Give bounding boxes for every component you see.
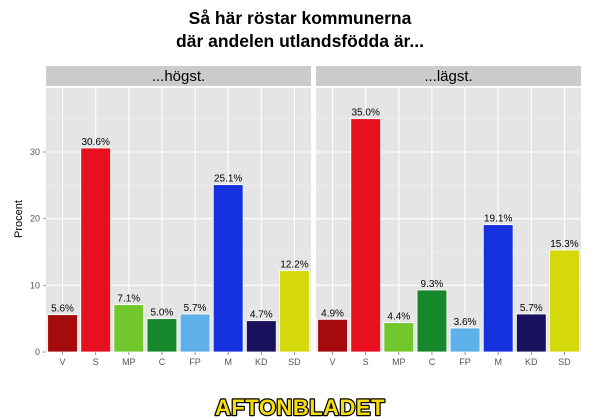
bar-v [317,318,348,353]
bar-value-label: 15.3% [550,239,578,250]
bar-value-label: 4.7% [250,310,273,321]
x-tick-label: SD [288,357,301,367]
y-tick-label: 30 [30,147,40,157]
bar-value-label: 35.0% [352,108,380,119]
bar-s [80,147,111,353]
bar-m [482,224,514,353]
bar-c [416,289,448,353]
x-tick-label: C [159,357,166,367]
x-tick-label: M [224,357,232,367]
panel-title: ...lägst. [424,68,472,85]
bar-fp [449,327,481,353]
y-tick-label: 20 [30,214,40,224]
bar-value-label: 12.2% [280,260,308,271]
panel-1: ...högst. 5.6% 30.6% 7.1% 5.0% 5.7% 25.1% 4.7% 1… [46,66,311,367]
panel-strip [46,66,311,86]
logo-text: AFTONBLADET [215,395,385,420]
x-tick-label: FP [189,357,201,367]
bar-value-label: 19.1% [484,214,512,225]
chart-title-line-2: där andelen utlandsfödda är... [176,31,424,51]
chart-title-line-1: Så här röstar kommunerna [189,8,412,28]
bar-v [47,314,78,353]
bar-value-label: 5.6% [51,304,74,315]
x-tick-label: FP [459,357,471,367]
bar-value-label: 4.9% [321,308,344,319]
x-tick-label: M [494,357,502,367]
bar-value-label: 9.3% [421,279,444,290]
bar-value-label: 7.1% [117,294,140,305]
y-tick-label: 10 [30,280,40,290]
x-tick-label: V [60,357,66,367]
bar-value-label: 25.1% [214,174,242,185]
bar-sd [549,249,580,353]
x-tick-label: S [363,357,369,367]
y-axis: 0 10 20 30 [30,147,46,357]
x-tick-label: KD [255,357,268,367]
bar-mp [113,304,145,353]
bar-value-label: 5.7% [184,303,207,314]
panel-title: ...högst. [152,68,205,85]
bar-value-label: 5.0% [151,308,174,319]
panel-2: ...lägst. 4.9% 35.0% 4.4% 9.3% 3.6% 19.1% 5.7% 1… [316,66,581,367]
x-tick-label: MP [392,357,406,367]
y-axis-label: Procent [13,200,25,238]
bar-s [350,118,381,353]
bar-fp [179,313,211,353]
x-tick-label: KD [525,357,538,367]
bar-sd [279,270,310,353]
bar-m [212,184,244,353]
y-tick-label: 0 [35,347,40,357]
bar-value-label: 30.6% [82,137,110,148]
bar-value-label: 5.7% [520,303,543,314]
x-tick-label: S [93,357,99,367]
bar-value-label: 4.4% [387,312,410,323]
x-tick-label: MP [122,357,136,367]
panel-strip [316,66,581,86]
x-tick-label: C [429,357,436,367]
bar-kd [516,313,547,353]
bar-kd [246,320,277,353]
aftonbladet-logo: AFTONBLADET [214,394,386,420]
facet-panels: ...högst. 5.6% 30.6% 7.1% 5.0% 5.7% 25.1% 4.7% 1… [30,66,581,367]
bar-value-label: 3.6% [454,317,477,328]
bar-c [146,318,178,353]
x-tick-label: V [330,357,336,367]
x-tick-label: SD [558,357,571,367]
bar-mp [383,322,415,353]
